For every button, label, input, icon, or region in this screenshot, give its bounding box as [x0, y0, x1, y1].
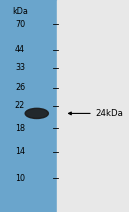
- Text: 44: 44: [15, 45, 25, 54]
- Bar: [57, 0, 129, 212]
- Text: 10: 10: [15, 174, 25, 183]
- Text: 33: 33: [15, 63, 25, 72]
- Text: 24kDa: 24kDa: [95, 109, 123, 118]
- Text: 70: 70: [15, 20, 25, 29]
- Ellipse shape: [25, 108, 48, 119]
- Text: 22: 22: [15, 102, 25, 110]
- Text: kDa: kDa: [12, 7, 28, 16]
- Text: 26: 26: [15, 84, 25, 92]
- Text: 14: 14: [15, 147, 25, 156]
- Text: 18: 18: [15, 124, 25, 133]
